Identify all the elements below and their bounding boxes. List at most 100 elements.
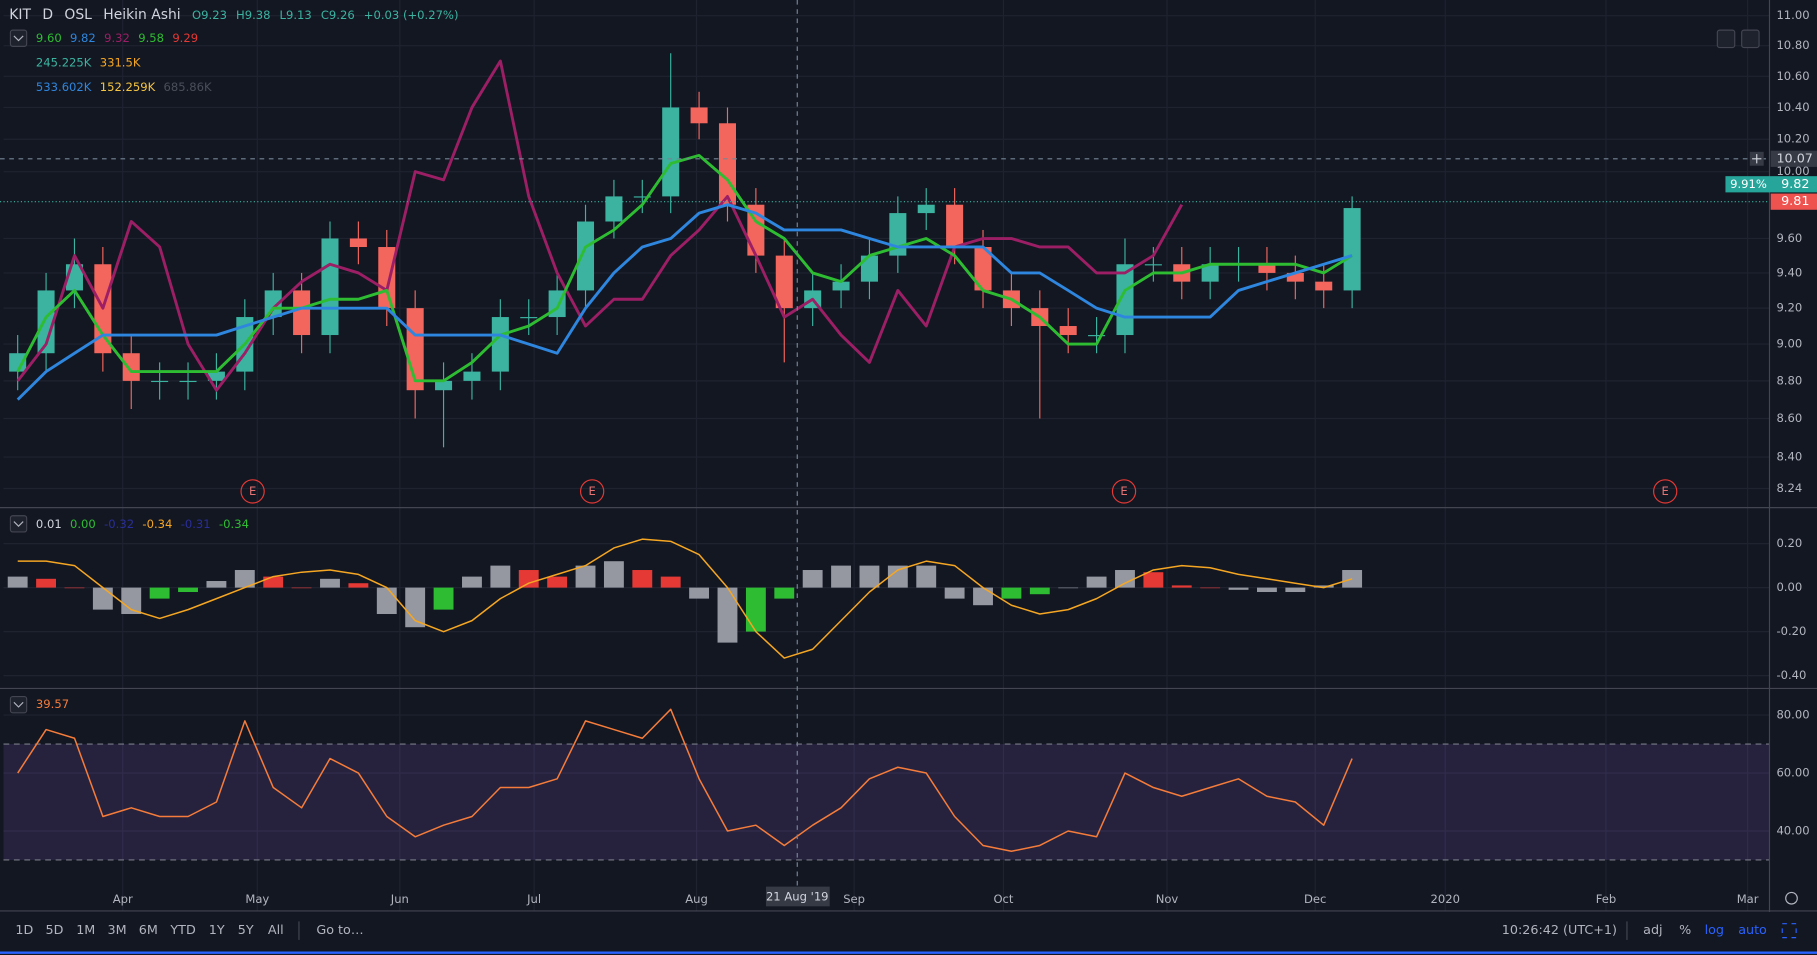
scale-option[interactable]: log <box>1705 923 1724 938</box>
range-button[interactable]: All <box>268 923 284 938</box>
y-tick-label: 0.20 <box>1776 536 1802 550</box>
interval: D <box>42 7 53 23</box>
candle-body <box>1286 272 1304 282</box>
legend-value: 0.00 <box>70 516 96 530</box>
histogram-bar <box>1086 576 1107 588</box>
legend-value: -0.34 <box>219 516 249 530</box>
candle-body <box>293 290 311 336</box>
histogram-bar <box>1200 587 1221 589</box>
earnings-circle[interactable] <box>240 479 265 504</box>
candle-body <box>207 371 225 381</box>
histogram-bar <box>178 587 198 593</box>
legend-value: 331.5K <box>100 55 141 69</box>
prev-price-box <box>1770 193 1817 210</box>
x-tick-label: Aug <box>685 892 708 906</box>
histogram-bar <box>291 587 312 589</box>
range-button[interactable]: 1Y <box>209 923 225 938</box>
candle-body <box>662 107 680 197</box>
legend-value: 9.29 <box>172 31 198 45</box>
x-tick-label: May <box>245 892 269 906</box>
y-tick-label: 8.40 <box>1776 450 1802 464</box>
candle-body <box>179 380 197 383</box>
earnings-label: E <box>588 484 595 498</box>
candle-body <box>633 196 651 198</box>
histogram-bar <box>1257 587 1277 593</box>
rsi-legend: 39.57 <box>36 697 69 711</box>
range-button[interactable]: 1D <box>15 923 33 938</box>
collapse-button[interactable] <box>9 29 28 47</box>
histogram-bar <box>660 576 681 588</box>
scale-option[interactable]: adj <box>1643 923 1662 938</box>
macd-legend: 0.01 0.00 -0.32 -0.34 -0.31 -0.34 <box>36 516 249 530</box>
volume-legend: 245.225K 331.5K <box>36 55 141 69</box>
candle-body <box>1088 335 1106 337</box>
candle-body <box>605 196 623 222</box>
collapse-button[interactable] <box>9 695 28 714</box>
scale-option[interactable]: % <box>1679 923 1691 938</box>
maximize-button[interactable] <box>1741 29 1760 49</box>
collapse-icon <box>13 701 24 708</box>
fullscreen-button[interactable] <box>1781 923 1797 939</box>
collapse-button[interactable] <box>9 515 28 533</box>
candle-body <box>917 204 935 214</box>
candle-body <box>860 255 878 282</box>
candle-body <box>690 107 708 124</box>
earnings-circle[interactable] <box>1111 479 1137 504</box>
range-button[interactable]: 1M <box>76 923 95 938</box>
histogram-bar <box>1228 587 1249 590</box>
histogram-bar <box>405 587 426 628</box>
histogram-bar <box>1058 587 1079 589</box>
y-tick-label: 9.40 <box>1776 265 1802 279</box>
range-button[interactable]: 5Y <box>238 923 254 938</box>
histogram-bar <box>1342 570 1363 588</box>
add-icon <box>1752 154 1762 164</box>
histogram-bar <box>348 583 369 588</box>
y-tick-label: 9.60 <box>1776 231 1802 245</box>
y-tick-label: 80.00 <box>1776 708 1809 722</box>
candle-body <box>1258 264 1276 273</box>
range-button[interactable]: 6M <box>139 923 158 938</box>
ohlc-close: C9.26 <box>321 8 355 22</box>
candle-body <box>974 247 992 291</box>
range-button[interactable]: YTD <box>169 923 196 938</box>
range-button[interactable]: 3M <box>107 923 126 938</box>
histogram-bar <box>1143 572 1164 588</box>
histogram-bar <box>1285 587 1306 593</box>
candle-body <box>1201 264 1219 282</box>
legend-value: 9.60 <box>36 31 62 45</box>
scale-option[interactable]: auto <box>1738 923 1767 938</box>
earnings-markers: E E E E <box>240 479 1678 504</box>
earnings-label: E <box>249 484 256 498</box>
collapse-icon <box>13 521 24 527</box>
histogram-bar <box>234 570 255 588</box>
profile-legend: 533.602K 152.259K 685.86K <box>36 79 212 93</box>
histogram-bar <box>462 576 482 588</box>
legend-value: 685.86K <box>164 79 213 93</box>
legend-value: 533.602K <box>36 79 92 93</box>
candle-body <box>463 371 481 381</box>
toolbar <box>0 912 1817 955</box>
crosshair-price-box <box>1770 150 1817 167</box>
y-tick-label: 8.24 <box>1776 481 1802 495</box>
earnings-circle[interactable] <box>579 479 605 504</box>
earnings-label: E <box>1120 484 1127 498</box>
candle-body <box>264 290 282 318</box>
x-tick-label: Dec <box>1304 892 1326 906</box>
legend-value: -0.32 <box>104 516 134 530</box>
histogram-bar <box>575 565 596 588</box>
histogram-bar <box>916 565 937 588</box>
histogram-bar <box>717 587 738 643</box>
histogram-bar <box>121 587 142 615</box>
x-tick-label: Jun <box>390 892 409 906</box>
histogram-bar <box>36 578 57 588</box>
settings-icon[interactable] <box>1785 891 1798 905</box>
histogram-bar <box>433 587 454 610</box>
candle-body <box>37 290 55 354</box>
goto-button[interactable]: Go to… <box>316 923 363 938</box>
indicator-line <box>16 59 1184 392</box>
candle-body <box>577 221 595 291</box>
histogram-bar <box>92 587 113 610</box>
scroll-button[interactable] <box>1716 29 1736 49</box>
earnings-circle[interactable] <box>1653 479 1678 504</box>
range-button[interactable]: 5D <box>46 923 64 938</box>
